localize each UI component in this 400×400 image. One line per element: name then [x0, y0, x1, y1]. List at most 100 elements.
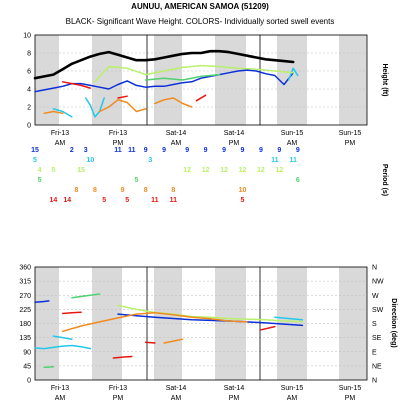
period-label: 12 [183, 167, 191, 174]
series-line-cyan_3 [274, 316, 304, 321]
compass-label: S [372, 321, 377, 328]
period-label: 6 [296, 177, 300, 184]
period-label: 9 [144, 147, 148, 154]
series-line-red_1 [61, 311, 82, 315]
x-tick-half: AM [55, 395, 66, 400]
period-label: 9 [296, 147, 300, 154]
period-label: 9 [241, 147, 245, 154]
period-label: 2 [70, 147, 74, 154]
series-line-cyan_2 [52, 335, 73, 340]
x-tick-day: Sun-15 [281, 130, 304, 137]
series-line-orange_3 [154, 97, 193, 108]
period-label: 5 [134, 177, 138, 184]
direction-panel: 0 45 90 135 180 225 270 315 360 Fri-13 AM Fri-13 PM S… [19, 265, 397, 400]
x-tick-day: Fri-13 [51, 385, 69, 392]
y-tick-label: 225 [19, 307, 31, 314]
y-tick-label: 360 [19, 265, 31, 272]
series-line-cyan_2 [84, 97, 105, 118]
y-axis-label: Height (ft) [381, 63, 388, 96]
y-tick-label: 315 [19, 279, 31, 286]
period-label: 9 [185, 147, 189, 154]
x-tick-half: AM [287, 140, 298, 147]
night-shade [339, 35, 367, 125]
period-label: 11 [170, 197, 178, 204]
period-label: 11 [128, 147, 136, 154]
period-label: 15 [77, 167, 85, 174]
x-tick-half: PM [113, 140, 124, 147]
period-label: 9 [162, 147, 166, 154]
x-tick-day: Sat-14 [224, 130, 245, 137]
series-line-green [144, 73, 221, 81]
compass-label: N [372, 265, 377, 272]
x-tick-day: Sat-14 [166, 130, 187, 137]
x-tick-half: AM [287, 395, 298, 400]
period-label: 11 [290, 157, 298, 164]
x-tick-day: Sat-14 [166, 385, 187, 392]
x-tick-day: Fri-13 [109, 385, 127, 392]
series-line-cyan_3 [287, 67, 299, 81]
series-line-orange_2 [98, 99, 147, 113]
series-line-red_2 [117, 95, 128, 99]
period-label: 5 [38, 177, 42, 184]
x-tick-half: PM [345, 395, 356, 400]
period-label: 5 [241, 197, 245, 204]
x-tick-day: Sun-15 [339, 130, 362, 137]
x-tick-half: AM [171, 395, 182, 400]
series-line-blue [34, 300, 50, 303]
series-line-lime [117, 304, 304, 323]
period-label: 8 [171, 187, 175, 194]
compass-label: W [372, 293, 379, 300]
plot-bg [35, 35, 367, 125]
height-panel: 0 2 4 6 8 10 Fri-13 AM Fri-13 PM Sat-14 AM Sat-14 PM S… [23, 33, 388, 205]
x-tick-day: Sat-14 [224, 385, 245, 392]
x-tick-half: AM [55, 140, 66, 147]
y-tick-label: 180 [19, 321, 31, 328]
period-label: 10 [239, 187, 247, 194]
x-tick-day: Fri-13 [51, 130, 69, 137]
period-label: 9 [121, 187, 125, 194]
series-line-lime [94, 64, 294, 83]
series-line-red_3 [144, 341, 156, 344]
compass-label: SE [372, 335, 382, 342]
chart-subtitle: BLACK- Significant Wave Height. COLORS- … [66, 17, 335, 26]
y-tick-label: 10 [23, 33, 31, 40]
y-tick-label: 270 [19, 293, 31, 300]
period-label: 12 [257, 167, 265, 174]
x-tick-half: PM [113, 395, 124, 400]
period-label: 3 [84, 147, 88, 154]
period-label: 11 [151, 197, 159, 204]
x-tick-half: PM [229, 395, 240, 400]
series-line-orange_2 [163, 338, 184, 344]
period-label: 12 [220, 167, 228, 174]
period-label: 9 [204, 147, 208, 154]
y-tick-label: 4 [27, 87, 31, 94]
y-tick-label: 2 [27, 105, 31, 112]
compass-label: N [372, 378, 377, 385]
series-line-blue_main [117, 313, 304, 327]
period-label: 12 [202, 167, 210, 174]
series-line-green_2 [43, 366, 55, 369]
series-line-cyan_1 [52, 108, 73, 118]
x-tick-half: AM [171, 140, 182, 147]
x-tick-day: Sun-15 [281, 385, 304, 392]
period-label: 3 [148, 157, 152, 164]
night-shade [277, 35, 307, 125]
period-label: 5 [102, 197, 106, 204]
period-label: 8 [144, 187, 148, 194]
period-label: 8 [75, 187, 79, 194]
series-line-cyan_1 [34, 344, 92, 350]
period-label: 5 [33, 157, 37, 164]
period-label: 11 [271, 157, 279, 164]
x-tick-day: Sun-15 [339, 385, 362, 392]
period-label: 5 [125, 197, 129, 204]
compass-label: SW [372, 307, 384, 314]
series-line-orange_1 [43, 110, 64, 115]
series-line-green [71, 293, 101, 299]
y-tick-label: 90 [23, 349, 31, 356]
period-label: 10 [86, 157, 94, 164]
y-axis-label: Direction (deg) [390, 298, 397, 347]
series-line-red_1 [61, 81, 92, 89]
period-label: 14 [63, 197, 71, 204]
period-label: 9 [277, 147, 281, 154]
